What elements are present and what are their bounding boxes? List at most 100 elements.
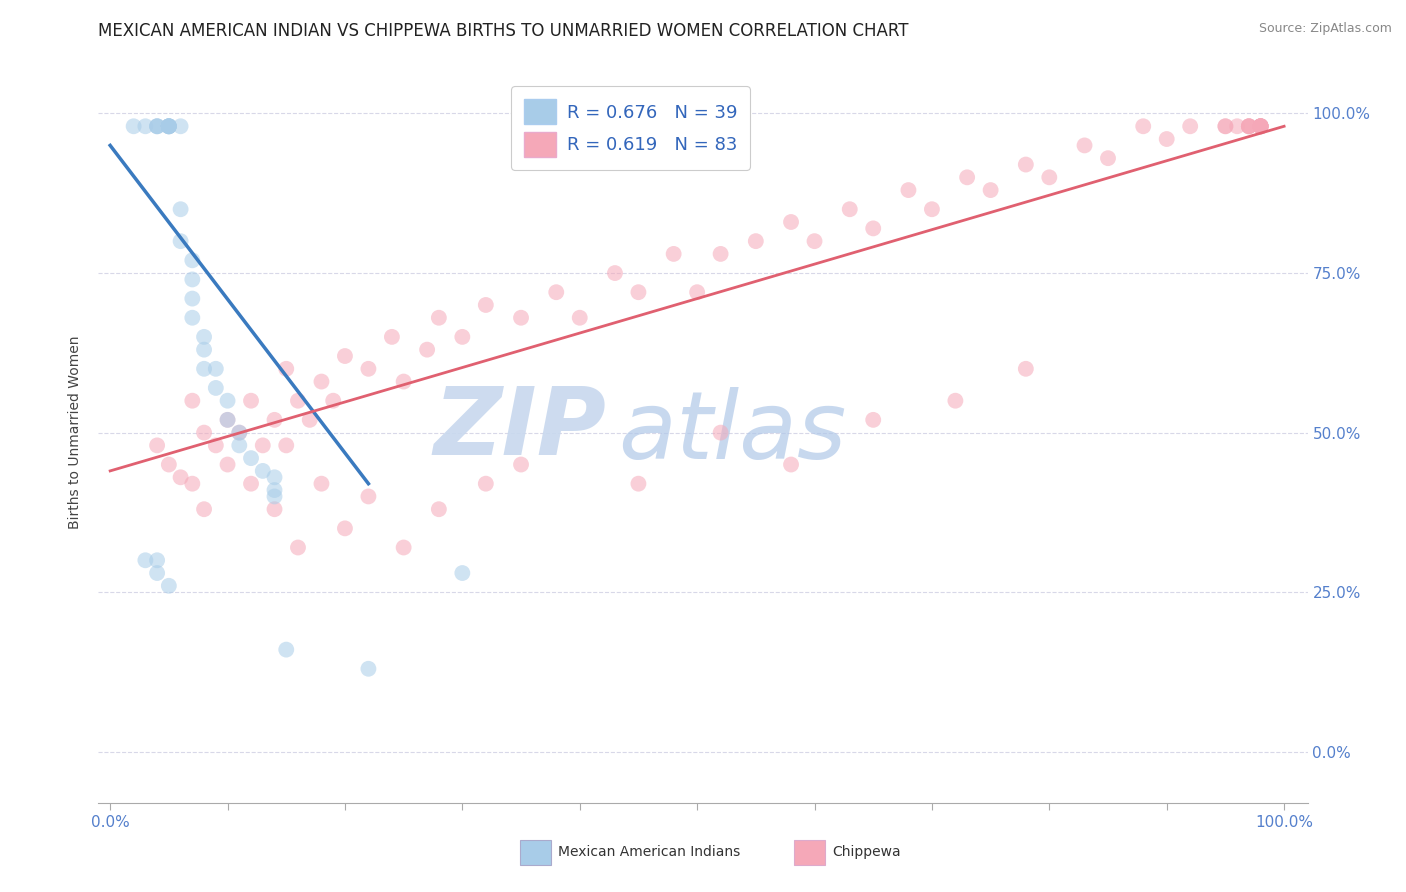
Point <box>157 120 180 134</box>
Point <box>263 483 285 497</box>
Point <box>157 579 180 593</box>
Point <box>475 476 498 491</box>
Point <box>475 298 498 312</box>
Point <box>780 215 803 229</box>
Point <box>181 393 204 408</box>
Point <box>1226 120 1249 134</box>
Point <box>1097 151 1119 165</box>
Point <box>217 393 239 408</box>
Point <box>311 476 333 491</box>
Point <box>263 490 285 504</box>
Point <box>381 330 404 344</box>
Point <box>276 361 298 376</box>
Point <box>451 330 474 344</box>
Point <box>1250 120 1272 134</box>
Point <box>228 425 250 440</box>
Point <box>357 361 380 376</box>
Point <box>146 120 169 134</box>
Point <box>897 183 920 197</box>
Point <box>169 470 191 484</box>
Text: atlas: atlas <box>619 387 846 478</box>
Point <box>169 202 191 217</box>
Point <box>745 234 768 248</box>
Point <box>134 120 156 134</box>
Point <box>427 502 450 516</box>
Point <box>627 476 650 491</box>
Point <box>157 120 180 134</box>
Point <box>427 310 450 325</box>
Point <box>240 393 263 408</box>
Point <box>1250 120 1272 134</box>
Point <box>333 349 356 363</box>
Point <box>1180 120 1202 134</box>
Point <box>1038 170 1060 185</box>
Point <box>980 183 1002 197</box>
Text: ZIP: ZIP <box>433 383 606 475</box>
Point <box>146 438 169 452</box>
Point <box>181 272 204 286</box>
Point <box>392 541 415 555</box>
Point <box>181 310 204 325</box>
Point <box>146 566 169 580</box>
Point <box>181 253 204 268</box>
Point <box>862 413 884 427</box>
Point <box>134 553 156 567</box>
Point <box>1237 120 1260 134</box>
Point <box>157 120 180 134</box>
Point <box>546 285 568 300</box>
Point <box>228 438 250 452</box>
Point <box>1156 132 1178 146</box>
Point <box>263 502 285 516</box>
Point <box>181 476 204 491</box>
Point <box>276 438 298 452</box>
Point <box>1215 120 1237 134</box>
Point <box>157 458 180 472</box>
Point <box>510 310 533 325</box>
Point <box>392 375 415 389</box>
Point <box>146 553 169 567</box>
Point <box>228 425 250 440</box>
Point <box>122 120 145 134</box>
Point <box>146 120 169 134</box>
Point <box>1250 120 1272 134</box>
Point <box>710 425 733 440</box>
Text: Chippewa: Chippewa <box>832 845 901 859</box>
Point <box>193 361 215 376</box>
Point <box>157 120 180 134</box>
Point <box>1015 361 1038 376</box>
Point <box>193 425 215 440</box>
Point <box>240 451 263 466</box>
Point <box>157 120 180 134</box>
Point <box>510 458 533 472</box>
Point <box>451 566 474 580</box>
Point <box>1073 138 1095 153</box>
Point <box>276 642 298 657</box>
Point <box>169 120 191 134</box>
Point <box>568 310 591 325</box>
Point <box>1250 120 1272 134</box>
Point <box>627 285 650 300</box>
Point <box>181 292 204 306</box>
Point <box>193 502 215 516</box>
Point <box>1015 157 1038 171</box>
Point <box>157 120 180 134</box>
Point <box>1237 120 1260 134</box>
Point <box>662 247 685 261</box>
Point <box>146 120 169 134</box>
Point <box>217 413 239 427</box>
Point <box>204 381 226 395</box>
Point <box>287 541 309 555</box>
Point <box>1250 120 1272 134</box>
Point <box>298 413 321 427</box>
Point <box>322 393 344 408</box>
Point <box>838 202 860 217</box>
Point <box>333 521 356 535</box>
Legend: R = 0.676   N = 39, R = 0.619   N = 83: R = 0.676 N = 39, R = 0.619 N = 83 <box>510 87 749 169</box>
Point <box>803 234 825 248</box>
Point <box>945 393 967 408</box>
Text: MEXICAN AMERICAN INDIAN VS CHIPPEWA BIRTHS TO UNMARRIED WOMEN CORRELATION CHART: MEXICAN AMERICAN INDIAN VS CHIPPEWA BIRT… <box>98 22 908 40</box>
Point <box>193 330 215 344</box>
Point <box>204 438 226 452</box>
Point <box>1250 120 1272 134</box>
Point <box>603 266 626 280</box>
